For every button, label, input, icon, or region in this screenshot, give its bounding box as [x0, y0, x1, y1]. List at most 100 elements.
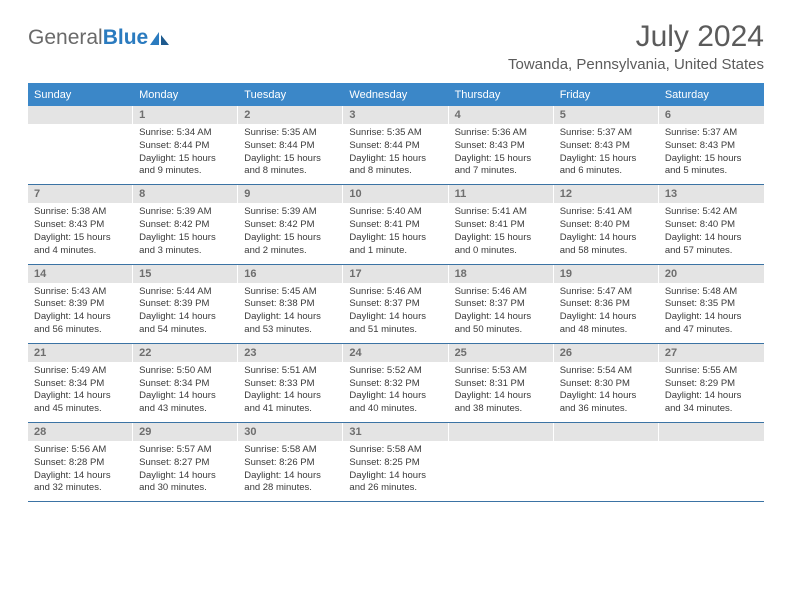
- day-body: Sunrise: 5:37 AMSunset: 8:43 PMDaylight:…: [554, 124, 659, 184]
- day-number: 18: [449, 265, 554, 283]
- day-number: 24: [343, 344, 448, 362]
- day-body: Sunrise: 5:58 AMSunset: 8:25 PMDaylight:…: [343, 441, 448, 501]
- day-body: Sunrise: 5:57 AMSunset: 8:27 PMDaylight:…: [133, 441, 238, 501]
- day-cell: 17Sunrise: 5:46 AMSunset: 8:37 PMDayligh…: [343, 265, 448, 343]
- title-block: July 2024 Towanda, Pennsylvania, United …: [508, 20, 764, 73]
- month-title: July 2024: [508, 20, 764, 54]
- day-line: Daylight: 15 hours and 4 minutes.: [34, 232, 127, 258]
- day-number: 29: [133, 423, 238, 441]
- day-line: Sunset: 8:25 PM: [349, 457, 442, 470]
- day-line: Sunset: 8:40 PM: [560, 219, 653, 232]
- day-line: Sunrise: 5:53 AM: [455, 365, 548, 378]
- day-header-row: SundayMondayTuesdayWednesdayThursdayFrid…: [28, 85, 764, 106]
- day-cell: 19Sunrise: 5:47 AMSunset: 8:36 PMDayligh…: [554, 265, 659, 343]
- day-line: Daylight: 15 hours and 0 minutes.: [455, 232, 548, 258]
- day-line: Daylight: 14 hours and 51 minutes.: [349, 311, 442, 337]
- day-line: Sunset: 8:42 PM: [244, 219, 337, 232]
- day-line: Sunrise: 5:58 AM: [349, 444, 442, 457]
- day-line: Sunset: 8:44 PM: [244, 140, 337, 153]
- day-number: [659, 423, 764, 441]
- day-number: 26: [554, 344, 659, 362]
- day-line: Sunset: 8:43 PM: [455, 140, 548, 153]
- day-line: Sunset: 8:29 PM: [665, 378, 758, 391]
- day-cell: 27Sunrise: 5:55 AMSunset: 8:29 PMDayligh…: [659, 344, 764, 422]
- day-body: [28, 124, 133, 133]
- day-number: 12: [554, 185, 659, 203]
- calendar-page: GeneralBlue July 2024 Towanda, Pennsylva…: [0, 0, 792, 512]
- day-header: Sunday: [28, 85, 133, 106]
- day-cell: 9Sunrise: 5:39 AMSunset: 8:42 PMDaylight…: [238, 185, 343, 263]
- day-line: Sunrise: 5:43 AM: [34, 286, 127, 299]
- day-number: 28: [28, 423, 133, 441]
- day-cell: 26Sunrise: 5:54 AMSunset: 8:30 PMDayligh…: [554, 344, 659, 422]
- day-cell: 20Sunrise: 5:48 AMSunset: 8:35 PMDayligh…: [659, 265, 764, 343]
- day-line: Daylight: 15 hours and 7 minutes.: [455, 153, 548, 179]
- day-number: 17: [343, 265, 448, 283]
- day-number: 25: [449, 344, 554, 362]
- day-line: Sunrise: 5:35 AM: [244, 127, 337, 140]
- day-cell: 22Sunrise: 5:50 AMSunset: 8:34 PMDayligh…: [133, 344, 238, 422]
- day-line: Sunset: 8:33 PM: [244, 378, 337, 391]
- day-line: Sunrise: 5:37 AM: [665, 127, 758, 140]
- day-number: 7: [28, 185, 133, 203]
- day-number: 8: [133, 185, 238, 203]
- location-text: Towanda, Pennsylvania, United States: [508, 56, 764, 73]
- day-line: Daylight: 14 hours and 50 minutes.: [455, 311, 548, 337]
- day-number: 22: [133, 344, 238, 362]
- week-row: 21Sunrise: 5:49 AMSunset: 8:34 PMDayligh…: [28, 344, 764, 423]
- day-cell: [659, 423, 764, 501]
- day-body: Sunrise: 5:56 AMSunset: 8:28 PMDaylight:…: [28, 441, 133, 501]
- day-line: Daylight: 14 hours and 56 minutes.: [34, 311, 127, 337]
- day-line: Daylight: 14 hours and 45 minutes.: [34, 390, 127, 416]
- weeks-container: 1Sunrise: 5:34 AMSunset: 8:44 PMDaylight…: [28, 106, 764, 502]
- day-cell: 3Sunrise: 5:35 AMSunset: 8:44 PMDaylight…: [343, 106, 448, 184]
- day-number: 5: [554, 106, 659, 124]
- day-line: Sunset: 8:27 PM: [139, 457, 232, 470]
- day-line: Sunrise: 5:47 AM: [560, 286, 653, 299]
- day-cell: 4Sunrise: 5:36 AMSunset: 8:43 PMDaylight…: [449, 106, 554, 184]
- day-number: [28, 106, 133, 124]
- day-body: Sunrise: 5:38 AMSunset: 8:43 PMDaylight:…: [28, 203, 133, 263]
- day-cell: 5Sunrise: 5:37 AMSunset: 8:43 PMDaylight…: [554, 106, 659, 184]
- day-cell: 29Sunrise: 5:57 AMSunset: 8:27 PMDayligh…: [133, 423, 238, 501]
- day-cell: 18Sunrise: 5:46 AMSunset: 8:37 PMDayligh…: [449, 265, 554, 343]
- day-line: Daylight: 15 hours and 8 minutes.: [244, 153, 337, 179]
- day-line: Daylight: 14 hours and 38 minutes.: [455, 390, 548, 416]
- day-line: Sunset: 8:42 PM: [139, 219, 232, 232]
- day-number: 3: [343, 106, 448, 124]
- day-number: 21: [28, 344, 133, 362]
- day-line: Daylight: 14 hours and 28 minutes.: [244, 470, 337, 496]
- day-line: Daylight: 14 hours and 47 minutes.: [665, 311, 758, 337]
- day-line: Sunset: 8:39 PM: [139, 298, 232, 311]
- day-line: Sunset: 8:28 PM: [34, 457, 127, 470]
- day-line: Sunset: 8:37 PM: [349, 298, 442, 311]
- day-line: Sunrise: 5:46 AM: [455, 286, 548, 299]
- day-line: Daylight: 15 hours and 1 minute.: [349, 232, 442, 258]
- day-number: 15: [133, 265, 238, 283]
- day-line: Daylight: 14 hours and 34 minutes.: [665, 390, 758, 416]
- logo-sail-icon: [150, 31, 170, 45]
- day-line: Sunset: 8:34 PM: [139, 378, 232, 391]
- day-line: Sunrise: 5:58 AM: [244, 444, 337, 457]
- day-line: Daylight: 14 hours and 48 minutes.: [560, 311, 653, 337]
- day-line: Sunset: 8:26 PM: [244, 457, 337, 470]
- day-line: Sunrise: 5:34 AM: [139, 127, 232, 140]
- day-line: Sunrise: 5:44 AM: [139, 286, 232, 299]
- day-body: Sunrise: 5:46 AMSunset: 8:37 PMDaylight:…: [449, 283, 554, 343]
- day-line: Sunset: 8:39 PM: [34, 298, 127, 311]
- day-line: Daylight: 14 hours and 58 minutes.: [560, 232, 653, 258]
- logo: GeneralBlue: [28, 20, 170, 50]
- day-body: Sunrise: 5:44 AMSunset: 8:39 PMDaylight:…: [133, 283, 238, 343]
- day-body: Sunrise: 5:40 AMSunset: 8:41 PMDaylight:…: [343, 203, 448, 263]
- day-line: Daylight: 14 hours and 36 minutes.: [560, 390, 653, 416]
- day-line: Daylight: 15 hours and 3 minutes.: [139, 232, 232, 258]
- day-body: Sunrise: 5:42 AMSunset: 8:40 PMDaylight:…: [659, 203, 764, 263]
- day-line: Daylight: 14 hours and 32 minutes.: [34, 470, 127, 496]
- day-line: Sunrise: 5:57 AM: [139, 444, 232, 457]
- day-body: Sunrise: 5:37 AMSunset: 8:43 PMDaylight:…: [659, 124, 764, 184]
- day-number: 14: [28, 265, 133, 283]
- day-number: [554, 423, 659, 441]
- day-line: Daylight: 15 hours and 2 minutes.: [244, 232, 337, 258]
- day-header: Wednesday: [343, 85, 448, 106]
- day-number: [449, 423, 554, 441]
